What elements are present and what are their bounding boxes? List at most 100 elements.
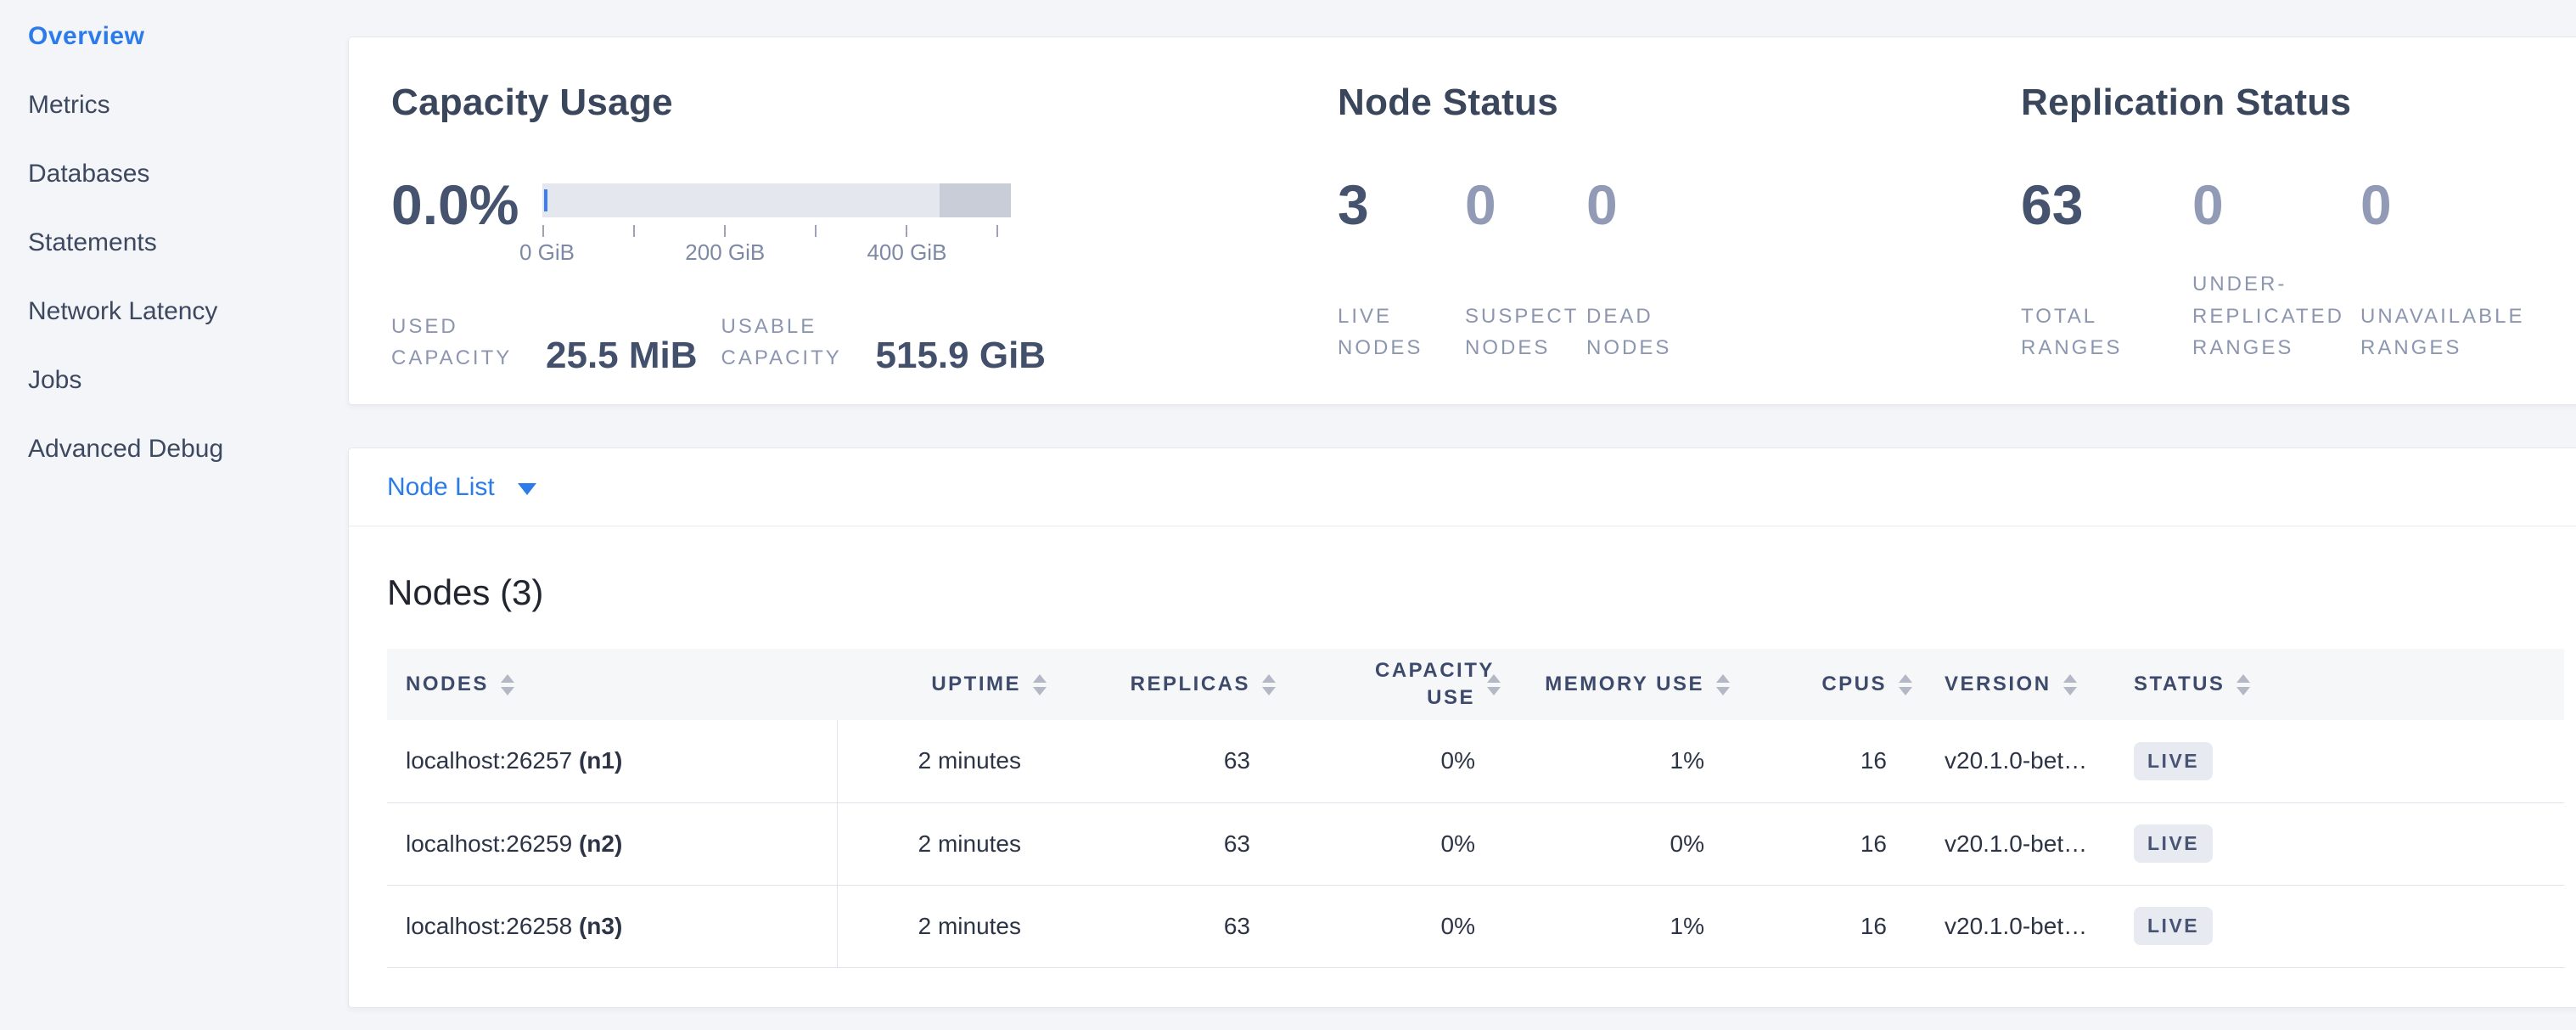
memory-use-cell: 1% — [1507, 720, 1737, 803]
sidebar-item-databases[interactable]: Databases — [28, 160, 150, 188]
sidebar-item-advanced-debug[interactable]: Advanced Debug — [28, 435, 224, 463]
column-header-uptime[interactable]: UPTIME — [837, 649, 1053, 720]
sort-icon[interactable] — [2236, 673, 2251, 695]
axis-tick — [633, 225, 636, 237]
uptime-cell: 2 minutes — [837, 802, 1053, 886]
table-row-n3[interactable]: localhost:26258 (n3) 2 minutes 63 0% 1% … — [387, 885, 2564, 968]
replication-status-section: Replication Status 63 TOTAL RANGES 0 UND… — [2021, 82, 2564, 404]
chevron-down-icon — [517, 482, 536, 495]
under-replicated-ranges-stat: 0 UNDER-REPLICATED RANGES — [2192, 177, 2360, 363]
under-replicated-ranges-value: 0 — [2192, 173, 2224, 236]
axis-tick — [906, 225, 908, 237]
cpus-cell: 16 — [1737, 802, 1919, 886]
dead-nodes-value: 0 — [1586, 173, 1618, 236]
sidebar-item-overview[interactable]: Overview — [28, 22, 145, 50]
capacity-stats: USED CAPACITY 25.5 MiB USABLE CAPACITY 5… — [391, 311, 1338, 377]
node-address-n2[interactable]: localhost:26259 (n2) — [387, 802, 838, 886]
node-address-n3[interactable]: localhost:26258 (n3) — [387, 885, 838, 968]
total-ranges-stat: 63 TOTAL RANGES — [2021, 177, 2192, 363]
axis-label-0gib: 0 GiB — [519, 239, 575, 265]
capacity-use-cell: 0% — [1282, 802, 1507, 886]
version-cell: v20.1.0-bet… — [1919, 720, 2127, 803]
table-row-n1[interactable]: localhost:26257 (n1) 2 minutes 63 0% 1% … — [387, 720, 2564, 803]
memory-use-cell: 0% — [1507, 802, 1737, 886]
replicas-cell: 63 — [1053, 802, 1282, 886]
capacity-use-cell: 0% — [1282, 720, 1507, 803]
status-badge: LIVE — [2134, 741, 2214, 780]
sort-icon[interactable] — [2062, 673, 2077, 695]
sort-icon[interactable] — [1899, 673, 1912, 695]
axis-label-400gib: 400 GiB — [867, 239, 947, 265]
column-header-memory-use-label: MEMORY USE — [1545, 673, 1704, 695]
node-list-dropdown[interactable]: Node List — [387, 473, 536, 502]
sidebar-item-metrics[interactable]: Metrics — [28, 91, 110, 119]
column-header-memory-use[interactable]: MEMORY USE — [1507, 649, 1737, 720]
column-header-nodes[interactable]: NODES — [387, 649, 837, 720]
total-ranges-label: TOTAL RANGES — [2021, 304, 2123, 359]
node-status-section: Node Status 3 LIVE NODES 0 SUSPECT NODES… — [1338, 82, 2021, 404]
column-header-replicas-label: REPLICAS — [1130, 673, 1250, 695]
capacity-gauge-bar — [542, 183, 1011, 217]
column-header-status-label: STATUS — [2134, 673, 2225, 695]
sort-icon[interactable] — [1487, 673, 1501, 695]
nodes-table: NODES UPTIME REPLICAS CAPACITY USE — [387, 649, 2564, 968]
cpus-cell: 16 — [1737, 720, 1919, 803]
axis-label-200gib: 200 GiB — [685, 239, 766, 265]
capacity-gauge: 0 GiB 200 GiB 400 GiB — [519, 177, 1011, 265]
sidebar-item-statements[interactable]: Statements — [28, 228, 157, 256]
live-nodes-label: LIVE NODES — [1338, 304, 1423, 359]
nodes-heading: Nodes (3) — [387, 572, 544, 612]
capacity-used-marker — [544, 189, 547, 211]
version-cell: v20.1.0-bet… — [1919, 802, 2127, 886]
capacity-reserved-segment — [939, 183, 1011, 217]
sort-icon[interactable] — [500, 673, 514, 695]
column-header-capacity-use[interactable]: CAPACITY USE — [1282, 649, 1507, 720]
column-header-uptime-label: UPTIME — [931, 673, 1021, 695]
suspect-nodes-stat: 0 SUSPECT NODES — [1465, 177, 1586, 363]
column-header-status[interactable]: STATUS — [2127, 649, 2564, 720]
sidebar: Overview Metrics Databases Statements Ne… — [0, 0, 348, 1030]
sort-icon[interactable] — [1262, 673, 1276, 695]
used-capacity-label: USED CAPACITY — [391, 315, 513, 370]
status-cell: LIVE — [2127, 802, 2564, 886]
usable-capacity-label: USABLE CAPACITY — [721, 315, 842, 370]
live-nodes-value: 3 — [1338, 173, 1369, 236]
sort-icon[interactable] — [1033, 673, 1047, 695]
status-cell: LIVE — [2127, 885, 2564, 968]
axis-tick — [542, 225, 544, 237]
column-header-replicas[interactable]: REPLICAS — [1053, 649, 1282, 720]
usable-capacity-stat: USABLE CAPACITY 515.9 GiB — [721, 311, 1047, 377]
capacity-use-cell: 0% — [1282, 885, 1507, 968]
sidebar-item-network-latency[interactable]: Network Latency — [28, 297, 218, 325]
replication-status-title: Replication Status — [2021, 82, 2352, 123]
unavailable-ranges-stat: 0 UNAVAILABLE RANGES — [2360, 177, 2564, 363]
used-capacity-value: 25.5 MiB — [546, 335, 698, 377]
cpus-cell: 16 — [1737, 885, 1919, 968]
main-content: Capacity Usage 0.0% — [348, 0, 2576, 1030]
suspect-nodes-label: SUSPECT NODES — [1465, 304, 1579, 359]
table-row-n2[interactable]: localhost:26259 (n2) 2 minutes 63 0% 0% … — [387, 802, 2564, 886]
dead-nodes-stat: 0 DEAD NODES — [1586, 177, 1731, 363]
axis-tick — [815, 225, 817, 237]
uptime-cell: 2 minutes — [837, 720, 1053, 803]
usable-capacity-value: 515.9 GiB — [875, 335, 1047, 377]
status-cell: LIVE — [2127, 720, 2564, 803]
live-nodes-stat: 3 LIVE NODES — [1338, 177, 1465, 363]
node-address-n1[interactable]: localhost:26257 (n1) — [387, 720, 838, 803]
table-header-row: NODES UPTIME REPLICAS CAPACITY USE — [387, 649, 2564, 720]
view-switcher-bar: Node List — [349, 448, 2576, 526]
suspect-nodes-value: 0 — [1465, 173, 1496, 236]
column-header-version-label: VERSION — [1945, 673, 2051, 695]
sort-icon[interactable] — [1716, 673, 1730, 695]
version-cell: v20.1.0-bet… — [1919, 885, 2127, 968]
column-header-cpus[interactable]: CPUS — [1737, 649, 1919, 720]
cluster-summary-card: Capacity Usage 0.0% — [348, 37, 2576, 405]
sidebar-item-jobs[interactable]: Jobs — [28, 366, 82, 394]
column-header-cpus-label: CPUS — [1821, 673, 1887, 695]
nodes-table-wrap: NODES UPTIME REPLICAS CAPACITY USE — [387, 649, 2564, 968]
column-header-version[interactable]: VERSION — [1919, 649, 2127, 720]
capacity-usage-title: Capacity Usage — [391, 82, 673, 123]
capacity-axis-labels: 0 GiB 200 GiB 400 GiB — [519, 238, 1011, 265]
status-badge: LIVE — [2134, 907, 2214, 945]
